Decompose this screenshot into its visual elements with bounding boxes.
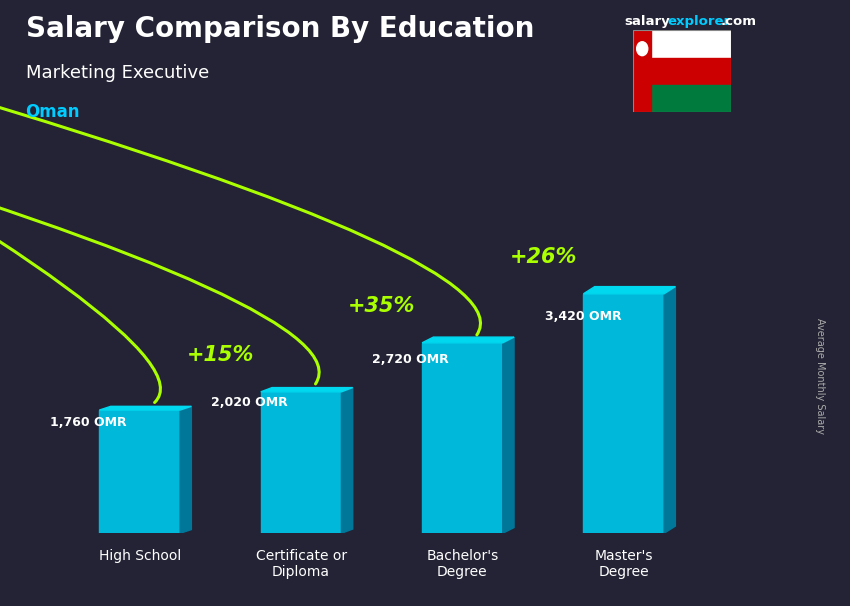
Text: Salary Comparison By Education: Salary Comparison By Education (26, 15, 534, 43)
Polygon shape (583, 287, 676, 294)
Text: Average Monthly Salary: Average Monthly Salary (815, 318, 825, 434)
Text: +35%: +35% (348, 296, 416, 316)
Text: 3,420 OMR: 3,420 OMR (545, 310, 621, 322)
Polygon shape (342, 388, 353, 533)
Polygon shape (502, 337, 514, 533)
Bar (651, 58, 731, 85)
Polygon shape (99, 407, 191, 410)
Polygon shape (422, 337, 514, 343)
Polygon shape (261, 388, 353, 392)
Bar (422, 343, 502, 533)
Text: Marketing Executive: Marketing Executive (26, 64, 209, 82)
Text: .com: .com (721, 15, 756, 28)
Bar (633, 30, 651, 112)
Text: +26%: +26% (509, 247, 577, 267)
Text: Oman: Oman (26, 103, 80, 121)
Text: 2,020 OMR: 2,020 OMR (211, 396, 288, 409)
Text: 2,720 OMR: 2,720 OMR (372, 353, 449, 365)
Circle shape (637, 42, 648, 56)
Text: +15%: +15% (187, 345, 254, 365)
Bar (261, 392, 342, 533)
Polygon shape (180, 407, 191, 533)
Polygon shape (664, 287, 676, 533)
Text: 1,760 OMR: 1,760 OMR (50, 416, 127, 428)
Bar (651, 30, 731, 58)
Bar (583, 294, 664, 533)
Text: salary: salary (625, 15, 671, 28)
Bar (99, 410, 180, 533)
Bar (651, 85, 731, 112)
Text: explorer: explorer (667, 15, 730, 28)
